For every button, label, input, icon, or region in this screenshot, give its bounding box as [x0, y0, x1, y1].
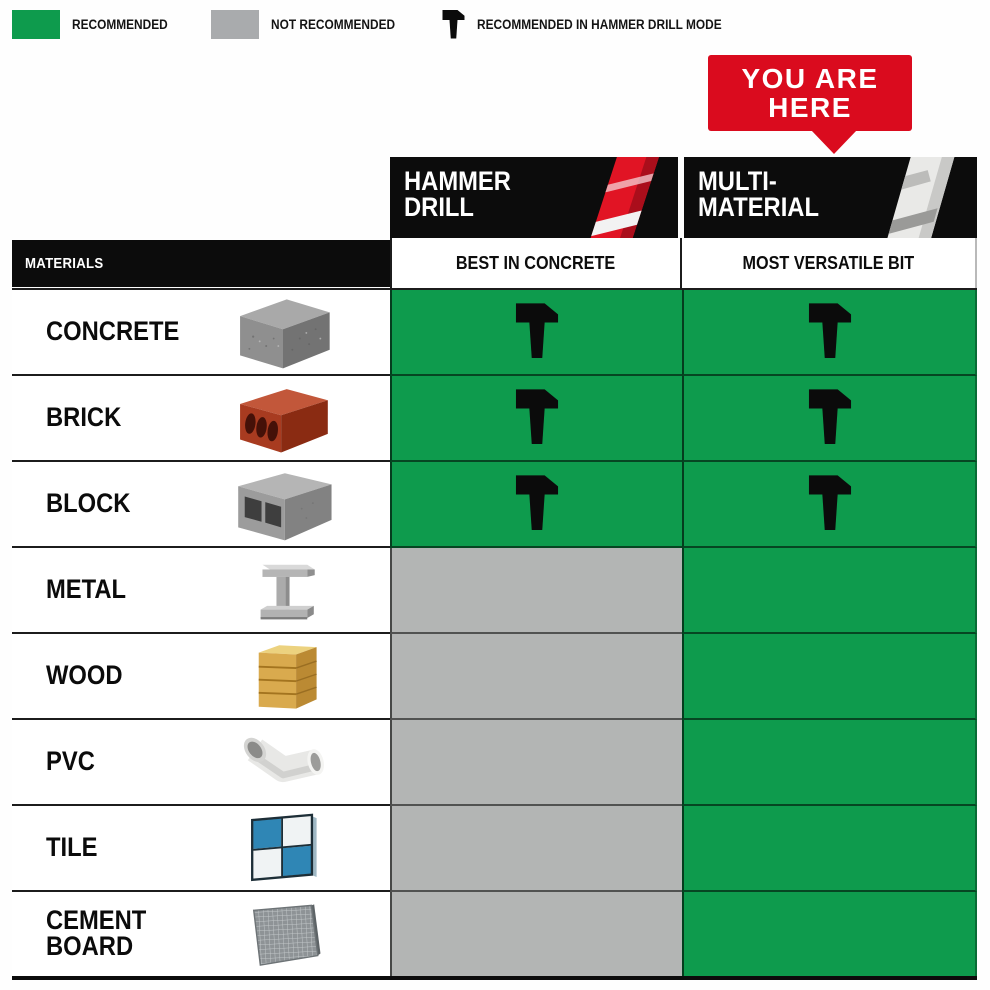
legend-item-recommended: RECOMMENDED	[12, 9, 181, 39]
multi-material-cell	[682, 634, 977, 720]
material-label-text: BRICK	[46, 402, 122, 433]
material-label: WOOD	[46, 660, 133, 691]
column-title-text: MULTI-MATERIAL	[698, 166, 819, 223]
hammer-drill-cell	[390, 462, 682, 548]
material-label-text: PVC	[46, 746, 95, 777]
block-image	[222, 462, 344, 546]
legend-label-text: RECOMMENDED	[72, 16, 168, 32]
hammer-icon	[808, 300, 852, 360]
legend-label-text: NOT RECOMMENDED	[270, 16, 395, 32]
hammer-icon	[808, 472, 852, 532]
material-label-text: CONCRETE	[46, 316, 180, 347]
hammer-drill-cell	[390, 290, 682, 376]
material-label: METAL	[46, 574, 137, 605]
brick-image	[222, 376, 344, 460]
hammer-drill-cell	[390, 548, 682, 634]
material-label: CONCRETE	[46, 316, 198, 347]
hammer-drill-subtitle: BEST IN CONCRETE	[390, 238, 682, 288]
hammer-icon	[808, 386, 852, 446]
hammer-drill-cell	[390, 376, 682, 462]
legend: RECOMMENDED NOT RECOMMENDED RECOMMENDED …	[12, 6, 785, 42]
material-cell: METAL	[12, 548, 390, 634]
legend-item-not-recommended: NOT RECOMMENDED	[210, 9, 412, 39]
concrete-image	[222, 290, 344, 374]
subtitle-text: MOST VERSATILE BIT	[742, 252, 915, 273]
hammer-drill-cell	[390, 806, 682, 892]
hammer-icon	[442, 9, 465, 40]
material-label-text: CEMENT BOARD	[46, 905, 147, 961]
red-hammer-drill-bit-image	[540, 157, 678, 238]
multi-material-column-header: MULTI-MATERIAL	[684, 157, 977, 238]
column-title: HAMMER DRILL	[404, 166, 584, 223]
materials-header-bar: MATERIALS	[12, 240, 390, 287]
material-cell: BRICK	[12, 376, 390, 462]
material-label-text: TILE	[46, 832, 98, 863]
you-are-here-text: YOU ARE HERE	[741, 62, 879, 123]
materials-header-text: MATERIALS	[25, 255, 104, 272]
multi-material-cell	[682, 376, 977, 462]
multi-material-cell	[682, 720, 977, 806]
material-label: BRICK	[46, 402, 132, 433]
hammer-icon	[515, 300, 559, 360]
material-label-text: METAL	[46, 574, 127, 605]
multi-material-cell	[682, 548, 977, 634]
material-cell: BLOCK	[12, 462, 390, 548]
material-label: BLOCK	[46, 488, 142, 519]
legend-label: RECOMMENDED IN HAMMER DRILL MODE	[477, 17, 755, 32]
hammer-icon	[515, 472, 559, 532]
table-bottom-border	[12, 976, 977, 980]
recommended-swatch	[12, 9, 60, 39]
cement-board-image	[222, 892, 344, 976]
material-cell: WOOD	[12, 634, 390, 720]
not-recommended-swatch	[210, 9, 259, 39]
legend-item-hammer-mode: RECOMMENDED IN HAMMER DRILL MODE	[442, 9, 755, 40]
metal-ibeam-image	[222, 548, 344, 632]
hammer-drill-cell	[390, 634, 682, 720]
column-title: MULTI-MATERIAL	[698, 166, 878, 223]
column-title-text: HAMMER DRILL	[404, 166, 511, 223]
comparison-table-body: CONCRETE BRICK BLOCK METAL WOOD PVC TILE CEMENT…	[12, 288, 977, 978]
white-multi-material-bit-image	[839, 157, 977, 238]
legend-label: RECOMMENDED	[72, 17, 181, 32]
hammer-drill-cell	[390, 892, 682, 978]
callout-pointer	[811, 130, 857, 154]
legend-label-text: RECOMMENDED IN HAMMER DRILL MODE	[476, 16, 722, 32]
hammer-drill-cell	[390, 720, 682, 806]
multi-material-cell	[682, 806, 977, 892]
subtitle-text: BEST IN CONCRETE	[456, 252, 616, 273]
multi-material-subtitle: MOST VERSATILE BIT	[682, 238, 977, 288]
hammer-icon	[515, 386, 559, 446]
hammer-drill-column-header: HAMMER DRILL	[390, 157, 678, 238]
multi-material-cell	[682, 892, 977, 978]
pvc-image	[222, 720, 344, 804]
you-are-here-banner: YOU ARE HERE	[708, 55, 912, 154]
material-label: TILE	[46, 832, 105, 863]
material-cell: PVC	[12, 720, 390, 806]
material-label: PVC	[46, 746, 102, 777]
material-cell: TILE	[12, 806, 390, 892]
legend-label: NOT RECOMMENDED	[271, 17, 412, 32]
material-label-text: BLOCK	[46, 488, 131, 519]
material-label: CEMENT BOARD	[46, 905, 211, 961]
material-cell: CONCRETE	[12, 290, 390, 376]
material-cell: CEMENT BOARD	[12, 892, 390, 978]
wood-image	[222, 634, 344, 718]
material-label-text: WOOD	[46, 660, 123, 691]
multi-material-cell	[682, 290, 977, 376]
multi-material-cell	[682, 462, 977, 548]
tile-image	[222, 806, 344, 890]
